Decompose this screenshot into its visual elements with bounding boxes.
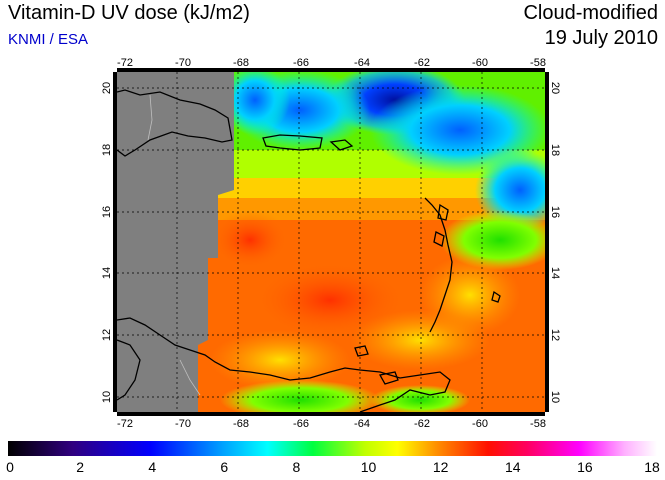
longitude-tick-top: -66 <box>293 57 309 69</box>
latitude-tick-left: 10 <box>101 391 113 403</box>
map-field <box>117 72 545 412</box>
longitude-tick-top: -60 <box>472 57 488 69</box>
latitude-tick-right: 20 <box>549 82 561 94</box>
bottom-frame-bar <box>117 412 545 416</box>
longitude-tick-bottom: -64 <box>354 418 370 430</box>
colorbar <box>8 441 657 456</box>
colorbar-label: 6 <box>220 459 229 475</box>
longitude-tick-top: -62 <box>414 57 430 69</box>
latitude-tick-right: 10 <box>549 391 561 403</box>
latitude-tick-left: 16 <box>101 206 113 218</box>
colorbar-label: 8 <box>292 459 301 475</box>
colorbar-label: 2 <box>76 459 85 475</box>
latitude-tick-left: 18 <box>101 144 113 156</box>
longitude-tick-bottom: -60 <box>472 418 488 430</box>
longitude-tick-top: -68 <box>233 57 249 69</box>
latitude-tick-right: 12 <box>549 329 561 341</box>
longitude-tick-top: -58 <box>530 57 546 69</box>
colorbar-label: 10 <box>360 459 377 475</box>
credit-label: KNMI / ESA <box>8 31 89 48</box>
no-data-area <box>117 72 234 412</box>
latitude-tick-left: 14 <box>101 267 113 279</box>
borders <box>147 94 201 396</box>
latitude-tick-left: 20 <box>101 82 113 94</box>
grid-lines <box>117 72 545 412</box>
top-frame-bar <box>117 68 545 72</box>
colorbar-label: 16 <box>577 459 593 475</box>
left-frame-bar <box>113 72 117 412</box>
latitude-tick-left: 12 <box>101 329 113 341</box>
longitude-tick-top: -70 <box>175 57 191 69</box>
longitude-tick-bottom: -68 <box>233 418 249 430</box>
product-label: Cloud-modified <box>523 2 658 24</box>
colorbar-label: 4 <box>148 459 157 475</box>
colorbar-label: 18 <box>644 459 660 475</box>
longitude-tick-bottom: -72 <box>117 418 133 430</box>
map-title: Vitamin-D UV dose (kJ/m2) <box>8 2 250 24</box>
coastlines <box>117 89 501 412</box>
colorbar-label: 14 <box>504 459 521 475</box>
date-label: 19 July 2010 <box>544 27 658 49</box>
latitude-tick-right: 18 <box>549 144 561 156</box>
colorbar-label: 12 <box>432 459 449 475</box>
longitude-tick-bottom: -62 <box>414 418 430 430</box>
longitude-tick-bottom: -70 <box>175 418 191 430</box>
right-frame-bar <box>545 72 549 412</box>
longitude-tick-bottom: -58 <box>530 418 546 430</box>
colorbar-label: 0 <box>6 459 14 475</box>
longitude-tick-top: -64 <box>354 57 370 69</box>
longitude-tick-bottom: -66 <box>293 418 309 430</box>
latitude-tick-right: 14 <box>549 267 561 279</box>
longitude-tick-top: -72 <box>117 57 133 69</box>
latitude-tick-right: 16 <box>549 206 561 218</box>
